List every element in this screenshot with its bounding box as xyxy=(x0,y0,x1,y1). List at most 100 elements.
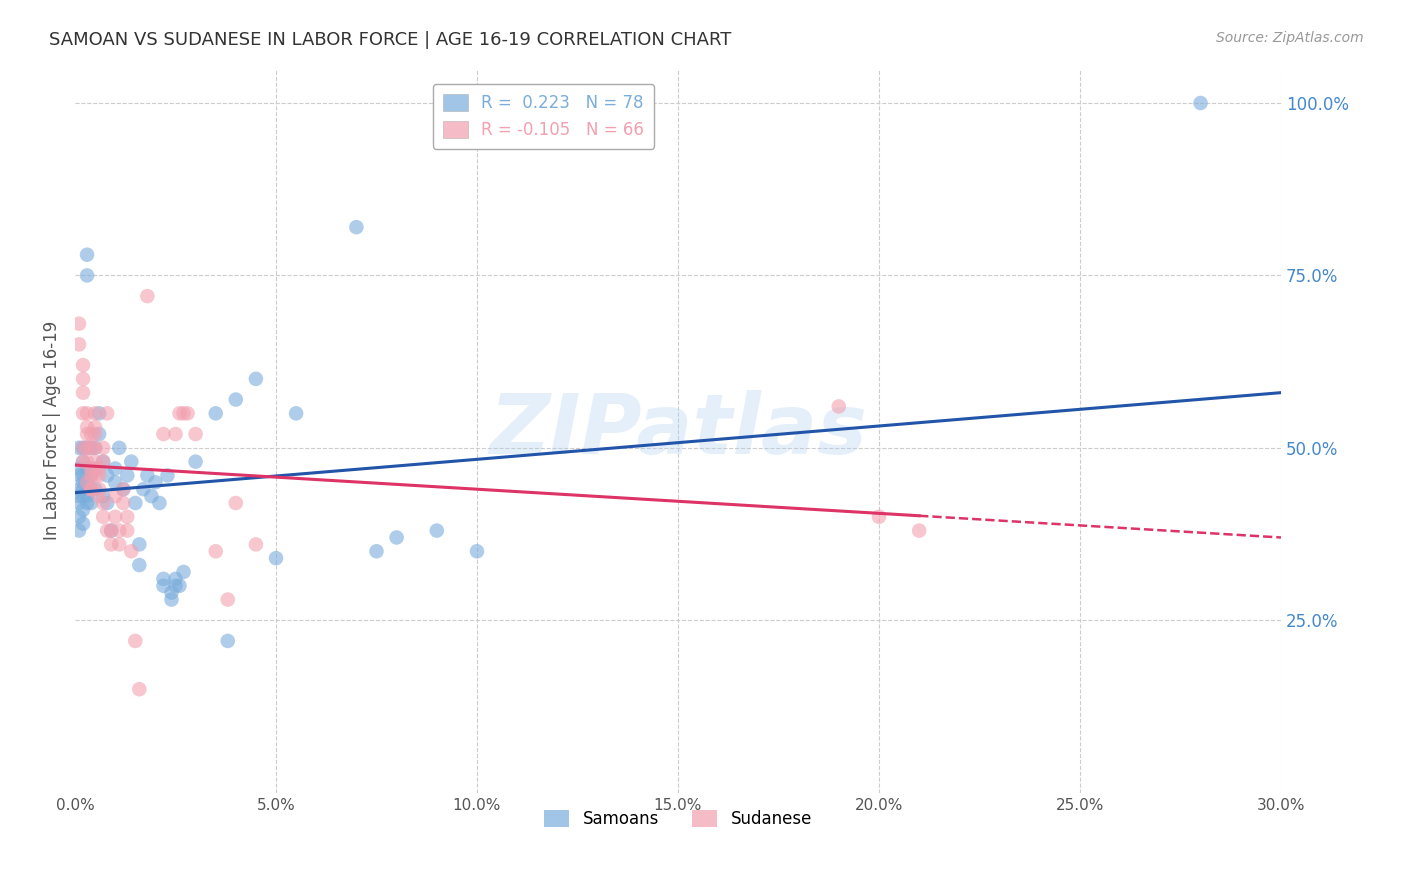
Point xyxy=(120,544,142,558)
Point xyxy=(76,475,98,490)
Point xyxy=(67,468,90,483)
Point xyxy=(91,489,114,503)
Point xyxy=(868,509,890,524)
Point xyxy=(245,537,267,551)
Point xyxy=(72,441,94,455)
Point xyxy=(72,406,94,420)
Point xyxy=(96,496,118,510)
Point xyxy=(76,406,98,420)
Point xyxy=(124,496,146,510)
Point xyxy=(426,524,449,538)
Point xyxy=(204,406,226,420)
Point xyxy=(141,489,163,503)
Point xyxy=(169,579,191,593)
Point xyxy=(128,537,150,551)
Point xyxy=(108,441,131,455)
Point xyxy=(76,489,98,503)
Point xyxy=(80,461,103,475)
Point xyxy=(89,427,111,442)
Point xyxy=(117,468,139,483)
Point xyxy=(72,475,94,490)
Point xyxy=(132,482,155,496)
Point xyxy=(136,468,159,483)
Point xyxy=(160,585,183,599)
Point xyxy=(67,524,90,538)
Point xyxy=(96,524,118,538)
Point xyxy=(80,441,103,455)
Point xyxy=(156,468,179,483)
Point xyxy=(80,468,103,483)
Point xyxy=(225,496,247,510)
Point xyxy=(104,509,127,524)
Point xyxy=(117,509,139,524)
Point xyxy=(908,524,931,538)
Point xyxy=(145,475,167,490)
Point xyxy=(169,406,191,420)
Point xyxy=(184,455,207,469)
Point xyxy=(112,482,135,496)
Point xyxy=(465,544,488,558)
Point xyxy=(84,441,107,455)
Point xyxy=(96,406,118,420)
Point xyxy=(225,392,247,407)
Point xyxy=(176,406,198,420)
Point xyxy=(217,634,239,648)
Point xyxy=(264,551,287,566)
Point xyxy=(89,468,111,483)
Point xyxy=(117,524,139,538)
Point xyxy=(67,461,90,475)
Point xyxy=(80,482,103,496)
Point xyxy=(84,406,107,420)
Point xyxy=(165,427,187,442)
Text: SAMOAN VS SUDANESE IN LABOR FORCE | AGE 16-19 CORRELATION CHART: SAMOAN VS SUDANESE IN LABOR FORCE | AGE … xyxy=(49,31,731,49)
Point xyxy=(104,461,127,475)
Legend: Samoans, Sudanese: Samoans, Sudanese xyxy=(537,804,818,835)
Point xyxy=(67,482,90,496)
Point xyxy=(89,482,111,496)
Point xyxy=(152,579,174,593)
Point xyxy=(184,427,207,442)
Point xyxy=(67,489,90,503)
Point xyxy=(89,461,111,475)
Point xyxy=(165,572,187,586)
Point xyxy=(344,220,367,235)
Point xyxy=(128,558,150,572)
Point xyxy=(80,468,103,483)
Point xyxy=(160,592,183,607)
Point xyxy=(76,427,98,442)
Point xyxy=(80,441,103,455)
Point xyxy=(128,682,150,697)
Point xyxy=(108,524,131,538)
Point xyxy=(124,634,146,648)
Point xyxy=(204,544,226,558)
Point xyxy=(67,496,90,510)
Point xyxy=(76,441,98,455)
Point xyxy=(72,516,94,531)
Point xyxy=(76,441,98,455)
Point xyxy=(152,572,174,586)
Point xyxy=(76,496,98,510)
Point xyxy=(84,461,107,475)
Point xyxy=(91,509,114,524)
Point xyxy=(91,455,114,469)
Point xyxy=(89,406,111,420)
Point xyxy=(245,372,267,386)
Text: ZIPatlas: ZIPatlas xyxy=(489,390,868,471)
Point xyxy=(112,482,135,496)
Point xyxy=(72,385,94,400)
Point xyxy=(67,337,90,351)
Point xyxy=(385,531,408,545)
Point xyxy=(217,592,239,607)
Point xyxy=(67,441,90,455)
Point xyxy=(84,468,107,483)
Point xyxy=(136,289,159,303)
Point xyxy=(72,482,94,496)
Point xyxy=(67,509,90,524)
Point xyxy=(67,317,90,331)
Point xyxy=(96,468,118,483)
Point xyxy=(80,427,103,442)
Point xyxy=(89,489,111,503)
Point xyxy=(173,565,195,579)
Point xyxy=(148,496,170,510)
Point xyxy=(72,489,94,503)
